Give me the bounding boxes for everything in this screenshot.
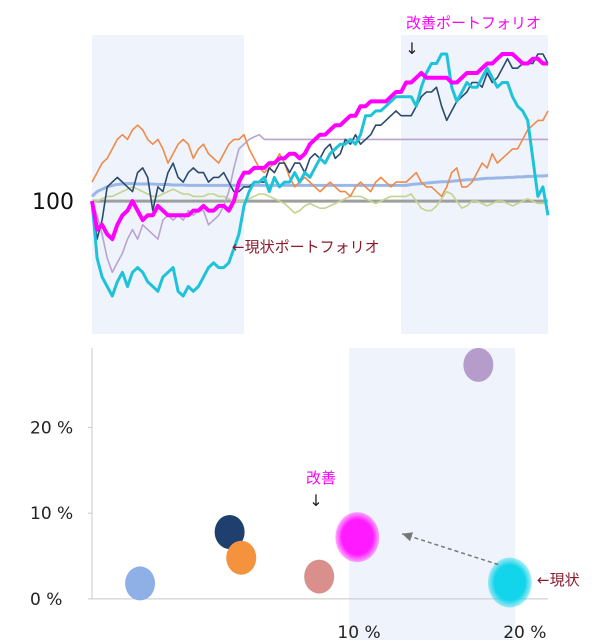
- baseline-label: 100: [32, 190, 74, 215]
- annotation-improved-arrow: ↓: [405, 39, 418, 58]
- y-tick-label: 10 %: [30, 504, 73, 524]
- annotation-improved-arrow: ↓: [309, 491, 322, 510]
- scatter-point-highlight: [335, 512, 380, 563]
- improvement-arrow-head: [402, 532, 413, 542]
- annotation-current: ←現状: [537, 571, 580, 589]
- line-series-orange: [91, 110, 549, 198]
- x-tick-label: 20 %: [503, 623, 546, 643]
- scatter-point: [226, 540, 257, 575]
- scatter-point: [214, 515, 245, 549]
- line-series-improved: [90, 52, 548, 242]
- annotation-improved: 改善: [306, 469, 336, 487]
- scatter-point-highlight: [487, 557, 532, 608]
- y-tick-label: 0 %: [30, 590, 62, 610]
- shaded-target-region: [349, 348, 515, 640]
- annotation-current-portfolio: ←現状ポートフォリオ: [232, 238, 380, 256]
- scatter-point: [463, 347, 494, 382]
- x-tick-label: 10 %: [337, 623, 380, 643]
- line-series-olive: [92, 186, 549, 214]
- y-tick-label: 20 %: [30, 418, 73, 438]
- scatter-point: [304, 559, 335, 594]
- scatter-chart: 0 % 10 % 20 % 10 % 20 % 改善 ↓ ←現状: [30, 347, 580, 643]
- line-chart: 100 改善ポートフォリオ ↓ ←現状ポートフォリオ: [32, 14, 550, 334]
- line-series-lightblue: [90, 174, 549, 198]
- annotation-improved-portfolio: 改善ポートフォリオ: [406, 14, 541, 32]
- line-series-cyan: [90, 52, 550, 298]
- scatter-point: [125, 566, 156, 601]
- improvement-arrow-line: [401, 533, 499, 566]
